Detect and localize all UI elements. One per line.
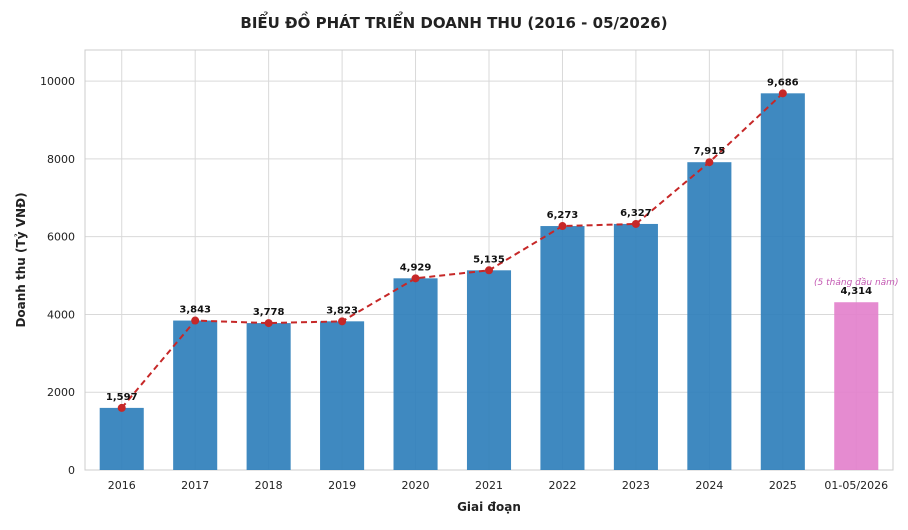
bar [173, 320, 218, 470]
data-label: 6,327 [620, 208, 652, 219]
trend-point [117, 403, 126, 412]
data-label: 9,686 [767, 77, 799, 88]
data-label: 7,915 [694, 146, 726, 157]
x-axis-title: Giai đoạn [457, 500, 521, 514]
y-tick-label: 10000 [40, 75, 75, 88]
trend-point [191, 316, 200, 325]
bar [466, 270, 512, 470]
bar [613, 223, 658, 470]
bar [760, 93, 805, 471]
x-tick-label: 2018 [255, 479, 283, 492]
y-tick-label: 2000 [47, 386, 75, 399]
data-label: 4,929 [400, 262, 432, 273]
y-axis-title: Doanh thu (Tỷ VNĐ) [14, 192, 28, 327]
trend-point [264, 319, 273, 328]
chart-title: BIỂU ĐỒ PHÁT TRIỂN DOANH THU (2016 - 05/… [240, 14, 668, 32]
x-tick-label: 2025 [769, 479, 797, 492]
data-label: 3,823 [326, 305, 358, 316]
data-label: 3,843 [179, 305, 211, 316]
data-label: 5,135 [473, 254, 505, 265]
bar [540, 226, 585, 470]
x-tick-label: 2022 [548, 479, 576, 492]
data-label: 6,273 [547, 210, 579, 221]
data-label: 4,314 [840, 286, 872, 297]
bar [687, 162, 732, 470]
x-tick-label: 2016 [108, 479, 136, 492]
trend-point [558, 222, 567, 231]
trend-point [411, 274, 420, 283]
highlight-annotation: (5 tháng đầu năm) [814, 277, 898, 288]
trend-point [338, 317, 347, 326]
x-tick-label: 2019 [328, 479, 356, 492]
trend-point [631, 219, 640, 228]
x-tick-label: 2020 [402, 479, 430, 492]
x-tick-label: 01-05/2026 [824, 479, 888, 492]
x-tick-label: 2021 [475, 479, 503, 492]
trend-line [120, 92, 784, 409]
y-tick-label: 8000 [47, 153, 75, 166]
y-tick-label: 6000 [47, 231, 75, 244]
bar [320, 321, 365, 470]
x-tick-label: 2017 [181, 479, 209, 492]
bar [99, 407, 144, 470]
trend-point [485, 266, 493, 275]
x-tick-label: 2024 [695, 479, 723, 492]
trend-point [705, 158, 714, 167]
data-label: 1,597 [106, 392, 138, 403]
y-tick-label: 0 [68, 464, 75, 477]
trend-point [778, 89, 787, 98]
bar [393, 278, 438, 470]
bar [246, 323, 291, 470]
x-tick-label: 2023 [622, 479, 650, 492]
highlight-bar [834, 302, 879, 470]
data-label: 3,778 [253, 307, 285, 318]
y-tick-label: 4000 [47, 308, 75, 321]
